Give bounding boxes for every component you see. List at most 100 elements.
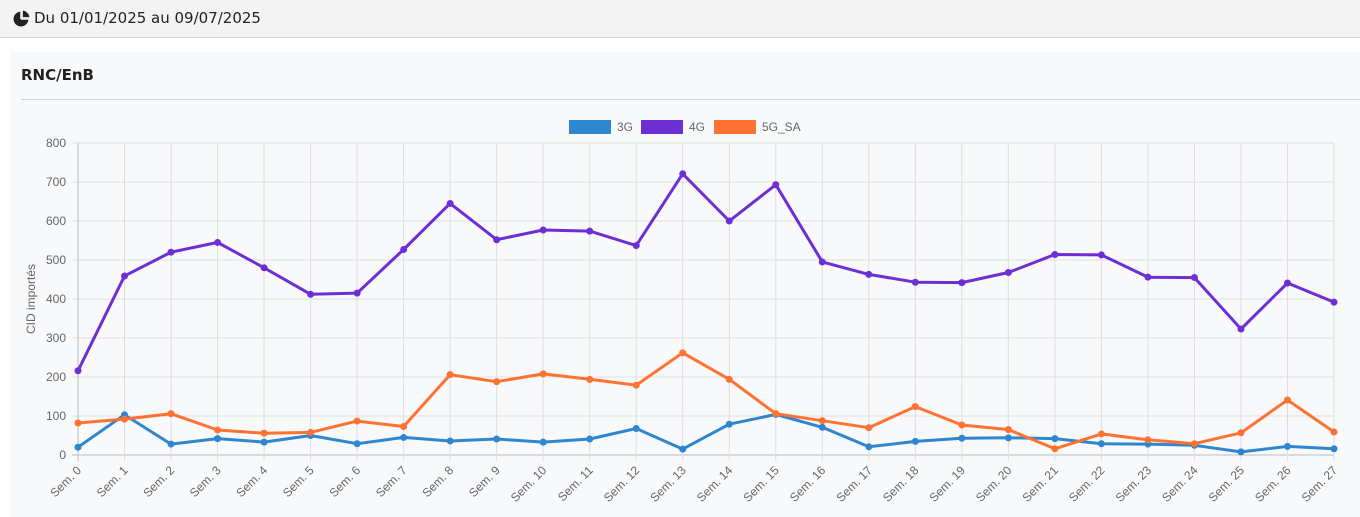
data-point-4g	[632, 242, 640, 250]
y-tick-label: 800	[46, 136, 66, 150]
y-tick-label: 500	[46, 253, 66, 267]
data-point-5g_sa	[911, 403, 919, 411]
legend-label-5g_sa: 5G_SA	[762, 120, 801, 134]
x-tick-label: Sem. 20	[973, 463, 1015, 505]
data-point-3g	[1237, 448, 1245, 456]
data-point-3g	[1004, 434, 1012, 442]
data-point-5g_sa	[121, 415, 129, 423]
data-point-4g	[353, 289, 361, 297]
y-tick-label: 100	[46, 409, 66, 423]
legend-swatch-4g	[641, 120, 683, 134]
data-point-4g	[772, 181, 780, 189]
data-point-5g_sa	[1097, 430, 1105, 438]
data-point-3g	[865, 443, 873, 451]
data-point-4g	[1051, 251, 1059, 259]
x-tick-label: Sem. 9	[466, 463, 503, 500]
x-tick-label: Sem. 16	[787, 463, 829, 505]
data-point-5g_sa	[400, 423, 408, 431]
y-tick-label: 300	[46, 331, 66, 345]
data-point-4g	[725, 217, 733, 225]
data-point-4g	[446, 199, 454, 207]
x-tick-label: Sem. 18	[880, 463, 922, 505]
data-point-5g_sa	[493, 378, 501, 386]
series-line-3g	[77, 412, 1335, 454]
data-point-3g	[679, 445, 687, 453]
x-tick-label: Sem. 1	[94, 463, 131, 500]
data-point-5g_sa	[167, 410, 175, 418]
data-point-3g	[818, 423, 826, 431]
data-point-4g	[493, 236, 501, 244]
data-point-5g_sa	[214, 426, 222, 434]
y-tick-label: 200	[46, 370, 66, 384]
date-range-text: Du 01/01/2025 au 09/07/2025	[34, 9, 261, 27]
x-tick-label: Sem. 21	[1020, 463, 1062, 505]
data-point-5g_sa	[725, 375, 733, 383]
data-point-4g	[1330, 298, 1338, 306]
x-tick-label: Sem. 15	[740, 463, 782, 505]
x-tick-label: Sem. 0	[47, 463, 84, 500]
data-point-4g	[865, 270, 873, 278]
data-point-4g	[307, 290, 315, 298]
x-tick-label: Sem. 13	[647, 463, 689, 505]
series-line-4g	[76, 172, 1335, 372]
data-point-5g_sa	[1004, 426, 1012, 434]
data-point-3g	[1330, 445, 1338, 453]
data-point-5g_sa	[632, 381, 640, 389]
pie-chart-icon	[13, 10, 30, 27]
data-point-4g	[167, 248, 175, 256]
data-point-3g	[586, 435, 594, 443]
legend-label-3g: 3G	[617, 120, 633, 134]
y-tick-label: 0	[59, 448, 66, 462]
data-point-5g_sa	[1144, 436, 1152, 444]
data-point-4g	[1097, 251, 1105, 259]
x-tick-label: Sem. 6	[326, 463, 363, 500]
data-point-3g	[214, 435, 222, 443]
x-tick-label: Sem. 2	[140, 463, 177, 500]
x-tick-label: Sem. 22	[1066, 463, 1108, 505]
x-tick-label: Sem. 11	[555, 463, 596, 504]
data-point-5g_sa	[74, 419, 82, 427]
data-point-5g_sa	[679, 349, 687, 357]
panel-divider	[21, 99, 1360, 100]
data-point-4g	[1190, 274, 1198, 282]
data-point-4g	[818, 258, 826, 266]
data-point-5g_sa	[1330, 428, 1338, 436]
data-point-3g	[400, 433, 408, 441]
x-tick-label: Sem. 17	[833, 463, 875, 505]
data-point-5g_sa	[586, 375, 594, 383]
data-point-5g_sa	[865, 424, 873, 432]
data-point-3g	[353, 440, 361, 448]
data-point-3g	[74, 443, 82, 451]
data-point-3g	[539, 438, 547, 446]
data-point-3g	[446, 437, 454, 445]
data-point-4g	[1283, 279, 1291, 287]
data-point-3g	[167, 440, 175, 448]
x-tick-label: Sem. 5	[280, 463, 317, 500]
panel-title: RNC/EnB	[21, 66, 94, 84]
data-point-5g_sa	[818, 417, 826, 425]
data-point-3g	[725, 420, 733, 428]
data-point-5g_sa	[1237, 429, 1245, 437]
x-tick-label: Sem. 27	[1299, 463, 1341, 505]
y-axis-title: CID importés	[24, 264, 38, 334]
legend-swatch-3g	[569, 120, 611, 134]
series-line-5g_sa	[77, 351, 1335, 451]
data-point-4g	[1144, 273, 1152, 281]
data-point-3g	[1097, 440, 1105, 448]
x-tick-label: Sem. 3	[187, 463, 224, 500]
data-point-5g_sa	[260, 429, 268, 437]
y-tick-label: 700	[46, 175, 66, 189]
legend-swatch-5g_sa	[714, 120, 756, 134]
x-tick-label: Sem. 4	[233, 463, 270, 500]
x-tick-label: Sem. 25	[1206, 463, 1248, 505]
data-point-3g	[493, 435, 501, 443]
date-range-bar: Du 01/01/2025 au 09/07/2025	[0, 0, 1360, 38]
x-tick-label: Sem. 19	[926, 463, 968, 505]
data-point-3g	[632, 424, 640, 432]
data-point-3g	[1051, 435, 1059, 443]
y-tick-label: 600	[46, 214, 66, 228]
x-tick-label: Sem. 24	[1159, 463, 1201, 505]
x-tick-label: Sem. 8	[419, 463, 456, 500]
data-point-3g	[958, 434, 966, 442]
